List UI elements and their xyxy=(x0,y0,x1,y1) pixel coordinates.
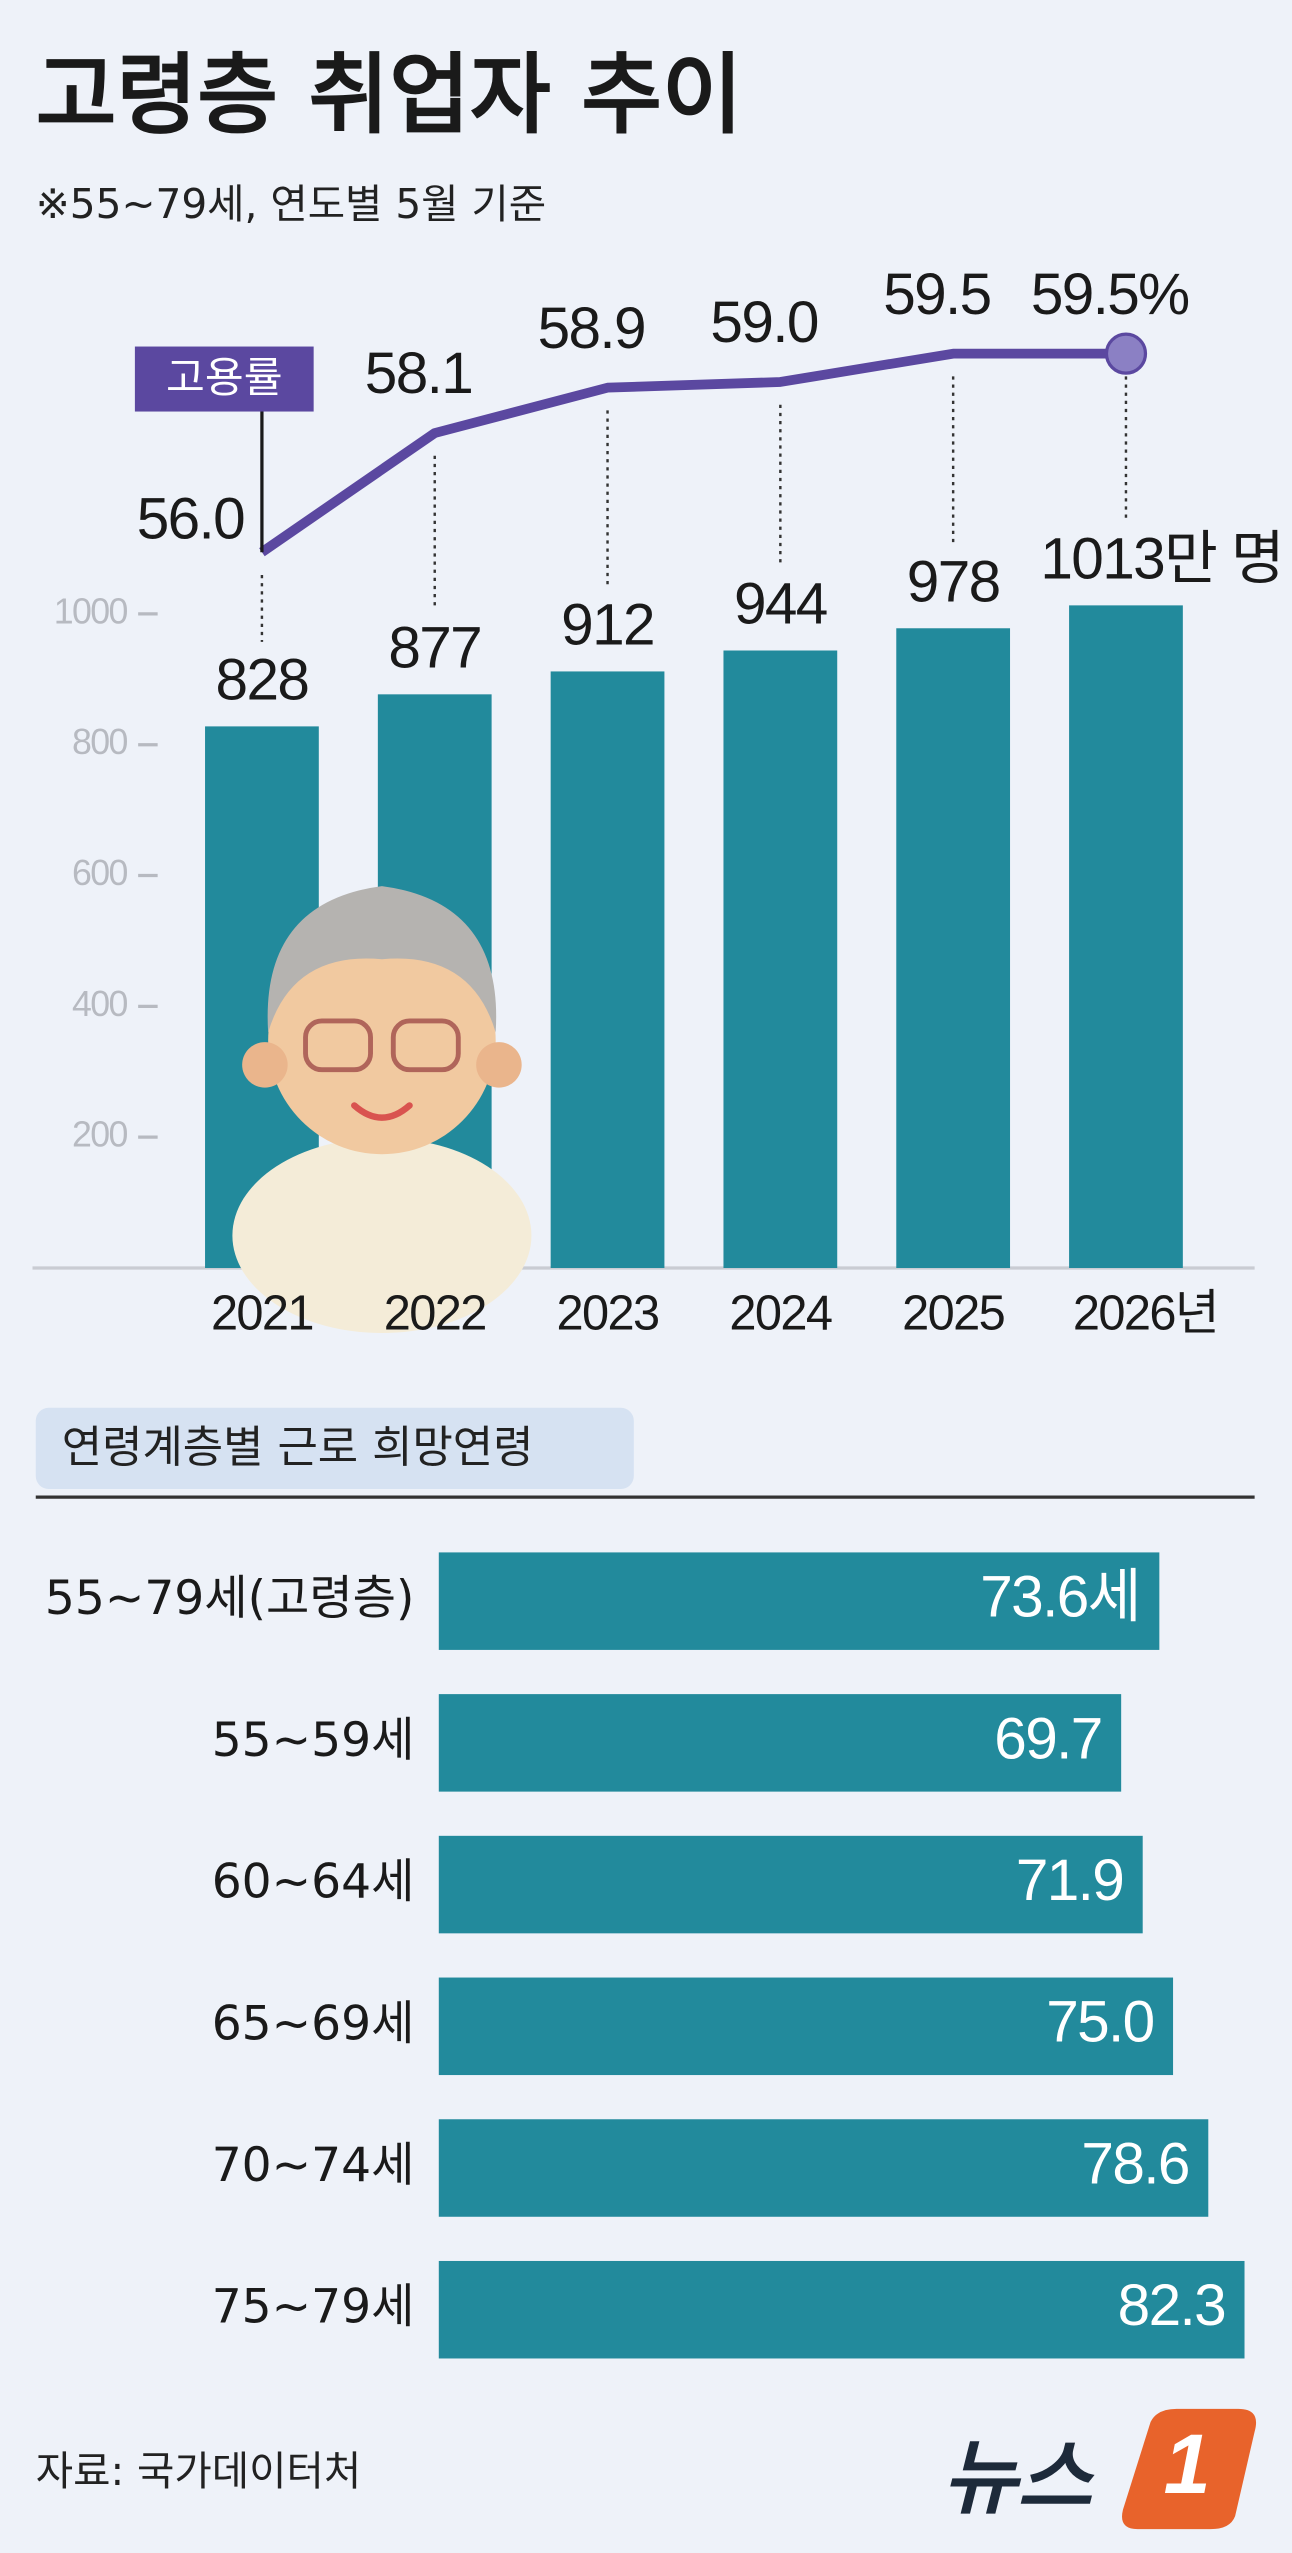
bar xyxy=(1069,605,1183,1268)
x-tick-label: 2026년 xyxy=(1073,1287,1218,1341)
bar xyxy=(438,1694,1122,1792)
x-tick-label: 2023 xyxy=(557,1287,659,1341)
bar-value-label: 828 xyxy=(216,648,309,713)
y-tick-label: 55~79세(고령층) xyxy=(45,1571,414,1626)
hair xyxy=(267,886,497,1033)
line-value-label: 59.0 xyxy=(710,290,817,355)
x-tick-label: 2022 xyxy=(384,1287,486,1341)
x-tick-label: 2021 xyxy=(211,1287,313,1341)
bar-value-label: 75.0 xyxy=(1046,1990,1153,2055)
line-value-label: 58.9 xyxy=(538,296,645,361)
bar xyxy=(438,1835,1143,1934)
smile xyxy=(351,1102,413,1121)
bar-value-label: 944 xyxy=(734,572,827,637)
bar-value-label: 1013만 명 xyxy=(1040,527,1283,592)
legend-label: 고용률 xyxy=(166,353,283,402)
bar xyxy=(896,628,1011,1268)
line-value-label: 58.1 xyxy=(365,341,472,406)
logo-mark: 1 xyxy=(1164,2417,1209,2511)
y-tick-label: 70~74세 xyxy=(212,2138,415,2193)
legend-box xyxy=(134,346,314,412)
ear xyxy=(242,1042,288,1088)
bar-value-label: 82.3 xyxy=(1118,2273,1225,2338)
bar-value-label: 69.7 xyxy=(994,1706,1101,1771)
y-tick-label: 65~69세 xyxy=(212,1996,415,2051)
x-tick-label: 2024 xyxy=(729,1287,831,1341)
subtitle: ※55~79세, 연도별 5월 기준 xyxy=(36,180,546,228)
illustration xyxy=(232,886,532,1334)
y-tick-label: 200 xyxy=(72,1115,128,1155)
source: 자료: 국가데이터처 xyxy=(36,2447,361,2495)
logo-shape xyxy=(1122,2408,1257,2530)
logo-text: 뉴스 xyxy=(943,2432,1096,2526)
bar-value-label: 978 xyxy=(907,549,1000,614)
x-tick-label: 2025 xyxy=(902,1287,1004,1341)
y-tick-label: 400 xyxy=(72,984,128,1024)
bar xyxy=(438,1977,1174,2076)
y-tick-label: 75~79세 xyxy=(212,2280,415,2335)
bar-value-label: 73.6세 xyxy=(980,1565,1140,1630)
y-tick-label: 800 xyxy=(72,722,128,762)
line-end-point xyxy=(1104,332,1148,375)
bar-value-label: 877 xyxy=(388,616,481,681)
bar xyxy=(438,2260,1245,2359)
y-tick-label: 600 xyxy=(72,853,128,893)
glasses xyxy=(390,1018,461,1073)
body xyxy=(232,1137,532,1334)
y-tick-label: 1000 xyxy=(54,591,128,631)
bar xyxy=(550,671,665,1268)
y-tick-label: 55~59세 xyxy=(212,1713,415,1768)
line-value-label: 59.5 xyxy=(883,262,990,327)
bar-value-label: 912 xyxy=(561,593,654,658)
subchart-title: 연령계층별 근로 희망연령 xyxy=(62,1422,534,1473)
bar xyxy=(438,1552,1160,1650)
ear xyxy=(476,1042,522,1088)
bar xyxy=(723,650,838,1268)
bar-value-label: 71.9 xyxy=(1016,1848,1123,1913)
line-value-label: 56.0 xyxy=(137,486,244,551)
subchart-title-box xyxy=(35,1407,634,1490)
bar-value-label: 78.6 xyxy=(1081,2131,1188,2196)
head xyxy=(268,926,496,1155)
y-tick-label: 60~64세 xyxy=(212,1855,415,1910)
line-value-label: 59.5% xyxy=(1031,262,1189,327)
title: 고령층 취업자 추이 xyxy=(36,44,743,146)
line xyxy=(259,348,1126,557)
glasses xyxy=(303,1018,373,1073)
bar xyxy=(438,2119,1209,2217)
